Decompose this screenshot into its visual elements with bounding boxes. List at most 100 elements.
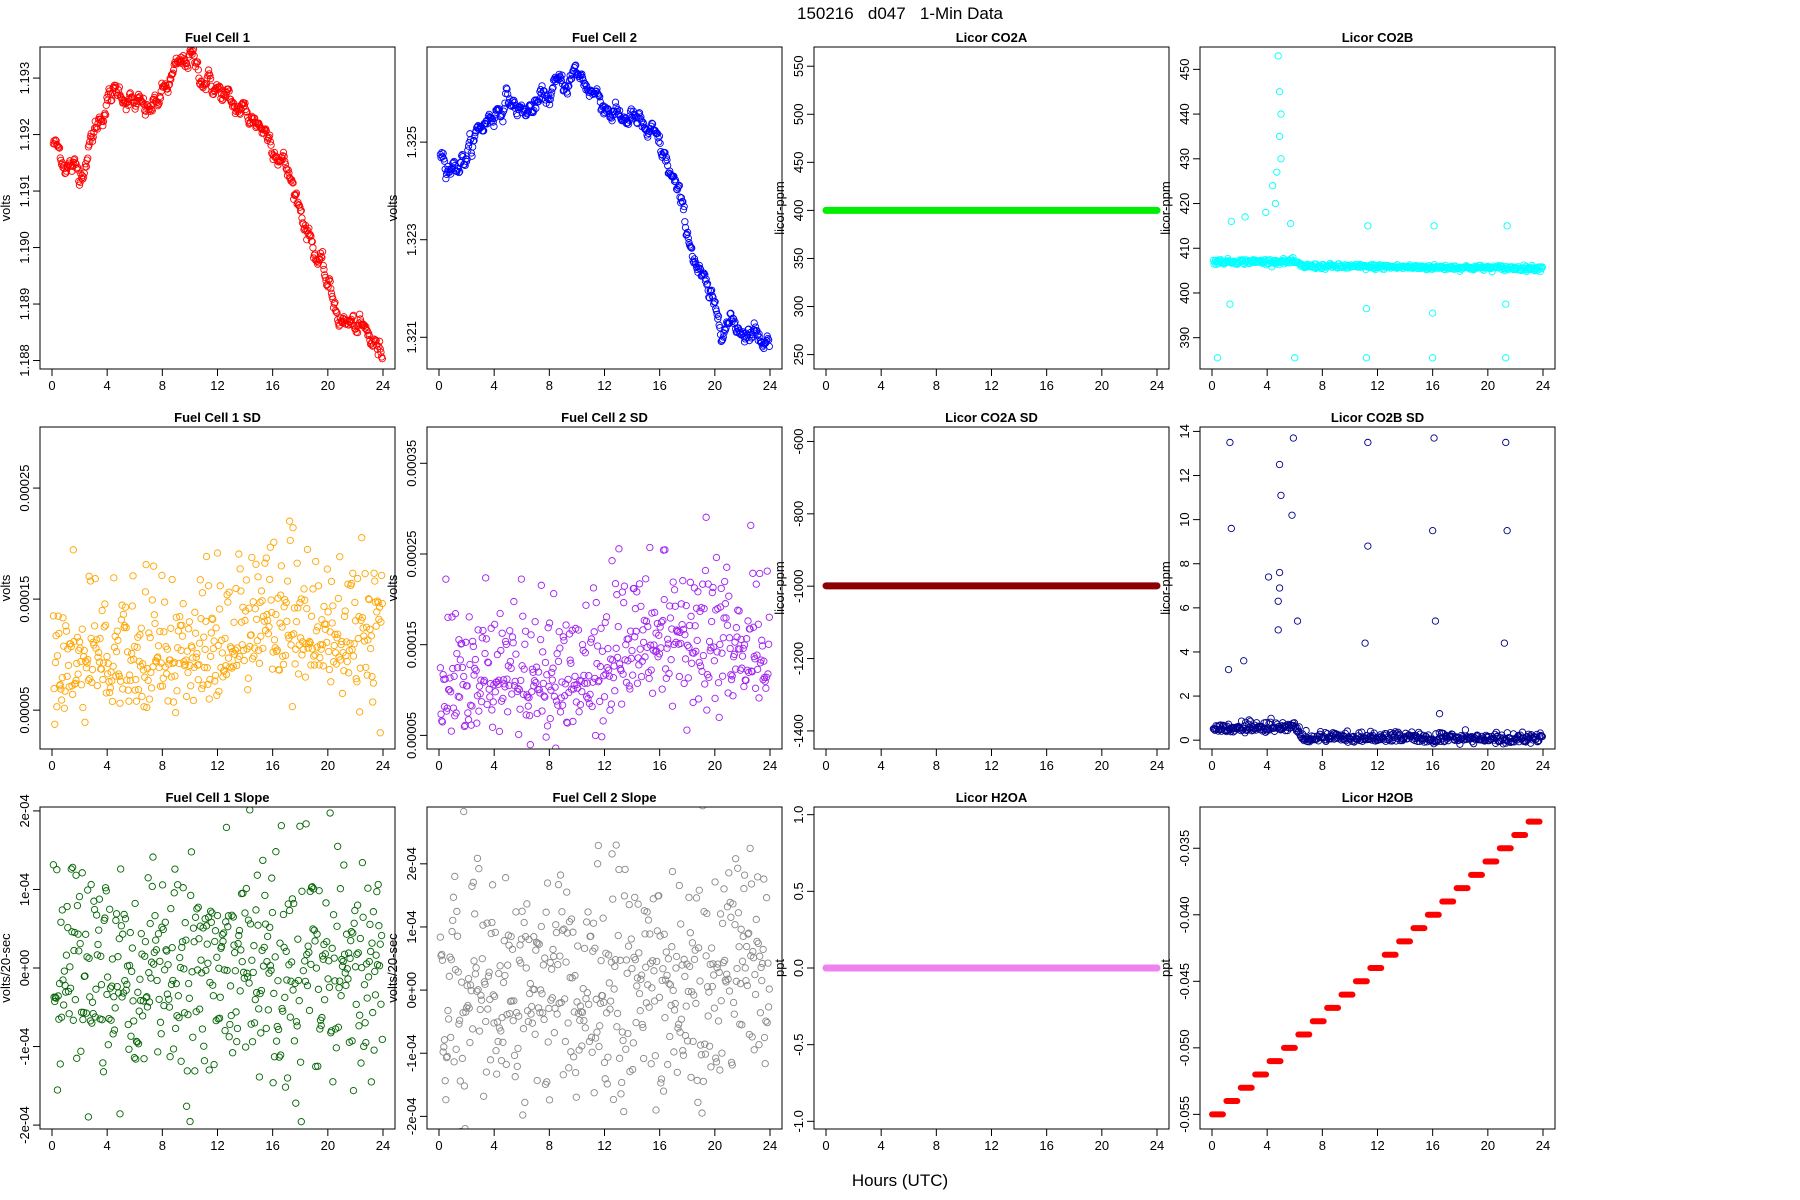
data-point	[132, 675, 140, 684]
data-point	[646, 543, 654, 552]
data-point	[206, 652, 215, 660]
data-point	[284, 166, 292, 174]
data-point	[360, 981, 369, 989]
data-point	[734, 606, 742, 614]
data-point	[587, 635, 596, 643]
data-point	[661, 157, 670, 165]
data-point	[589, 584, 598, 592]
data-point	[375, 922, 383, 930]
data-point	[756, 1009, 765, 1017]
data-point	[460, 722, 469, 731]
y-axis-label: licor-ppm	[772, 561, 787, 614]
data-point	[667, 1001, 675, 1010]
data-point	[583, 679, 591, 687]
outlier-point	[1364, 438, 1372, 447]
plot-area	[49, 47, 386, 363]
data-point	[662, 153, 670, 161]
data-point	[251, 995, 259, 1004]
data-point	[200, 1057, 209, 1065]
data-point	[103, 990, 111, 999]
data-point	[660, 930, 668, 938]
data-point	[278, 623, 286, 631]
data-point	[53, 866, 61, 874]
data-point	[720, 614, 728, 622]
data-point	[650, 641, 658, 649]
data-point	[356, 934, 364, 943]
data-point	[217, 942, 226, 951]
data-point	[373, 608, 381, 616]
data-point	[642, 617, 651, 625]
data-point	[56, 1060, 64, 1068]
data-point	[690, 649, 698, 657]
data-point	[273, 646, 281, 654]
x-tick-label: 24	[1536, 758, 1550, 773]
data-point	[1231, 260, 1239, 268]
data-point	[607, 700, 616, 708]
data-point	[595, 1042, 603, 1051]
data-point	[192, 59, 200, 67]
data-point	[555, 628, 563, 636]
y-tick-label: -1000	[791, 570, 806, 603]
x-tick-label: 24	[1150, 1138, 1164, 1153]
data-point	[703, 909, 711, 918]
data-point	[1245, 716, 1253, 724]
data-point	[147, 974, 155, 982]
data-point	[483, 700, 491, 709]
data-point	[704, 580, 712, 588]
data-point	[378, 1035, 386, 1044]
y-tick-label: 0	[1177, 737, 1192, 744]
data-point	[577, 71, 585, 80]
data-point	[753, 331, 762, 339]
data-point	[311, 937, 319, 945]
data-point	[591, 1034, 600, 1042]
data-point	[707, 617, 716, 626]
data-point	[607, 997, 615, 1005]
y-tick-label: 2e-04	[404, 847, 419, 880]
data-point	[251, 605, 259, 613]
y-tick-label: -0.055	[1177, 1096, 1192, 1133]
data-point	[755, 330, 763, 338]
data-point	[469, 143, 477, 151]
data-point	[1534, 737, 1542, 745]
data-point	[302, 820, 310, 828]
data-point	[119, 610, 128, 619]
data-point	[257, 986, 266, 995]
data-point	[230, 941, 238, 949]
data-point	[174, 992, 183, 1000]
data-point	[622, 641, 630, 649]
data-point	[707, 287, 715, 296]
data-point	[632, 627, 640, 635]
data-point	[337, 992, 345, 1000]
x-tick-label: 20	[708, 378, 722, 393]
data-point	[314, 582, 323, 590]
data-point	[279, 1007, 287, 1015]
data-point	[84, 886, 92, 894]
data-point	[589, 919, 598, 927]
data-point	[209, 992, 218, 1000]
data-point	[185, 618, 193, 626]
data-point	[262, 554, 270, 562]
data-point	[106, 905, 114, 913]
data-point	[487, 929, 495, 938]
data-point	[543, 671, 551, 679]
data-point	[473, 987, 481, 995]
data-point	[609, 674, 618, 682]
data-point	[264, 1006, 272, 1014]
data-point	[465, 1004, 473, 1012]
data-point	[567, 75, 576, 83]
data-point	[314, 1062, 322, 1070]
data-point	[721, 577, 729, 586]
data-point	[442, 575, 450, 583]
data-point	[290, 899, 298, 908]
data-point	[467, 987, 475, 995]
data-point	[320, 996, 329, 1004]
data-point	[685, 893, 693, 902]
data-point	[581, 80, 589, 88]
data-point	[531, 618, 539, 626]
data-point	[355, 613, 363, 621]
data-point	[130, 642, 139, 651]
data-point	[376, 345, 384, 353]
data-point	[661, 546, 669, 554]
